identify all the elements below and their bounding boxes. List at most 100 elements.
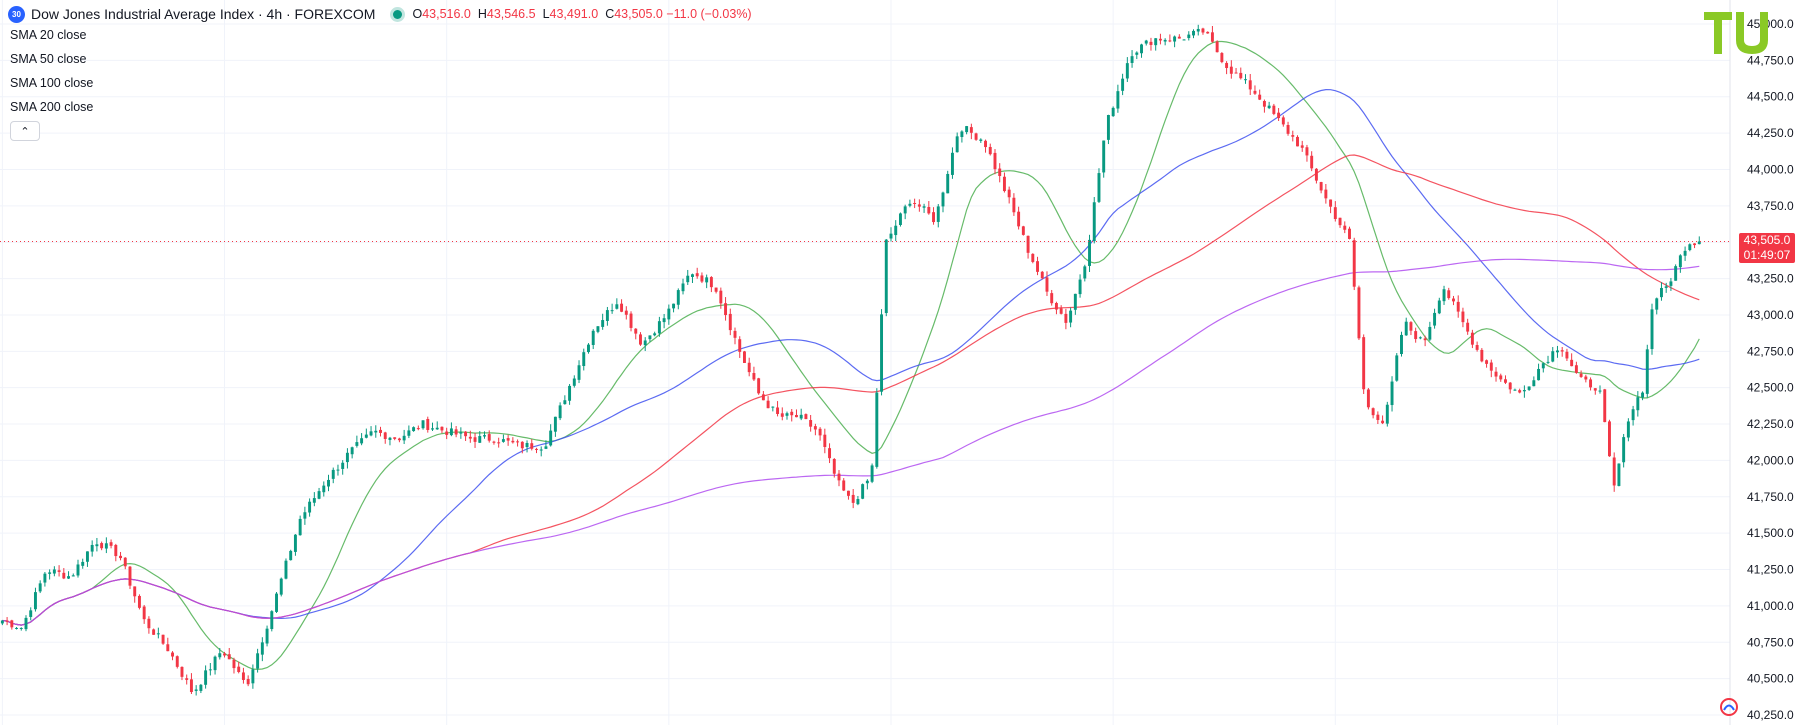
settings-gear-icon[interactable] — [1718, 696, 1740, 718]
candle-body — [119, 555, 122, 559]
sma-line-20 — [2, 40, 1700, 671]
candle-body — [1385, 404, 1389, 424]
price-tick-label: 41,000.0 — [1747, 599, 1794, 613]
candle-body — [700, 275, 704, 282]
candle-body — [1073, 293, 1077, 310]
candle-body — [95, 544, 99, 547]
candle-body — [984, 140, 987, 148]
candle-body — [913, 202, 917, 204]
candle-body — [1414, 331, 1418, 340]
candle-body — [185, 678, 189, 680]
candle-body — [1140, 44, 1143, 54]
candle-body — [743, 351, 746, 363]
candle-body — [1485, 360, 1489, 364]
candle-body — [1418, 337, 1422, 339]
candle-body — [1494, 371, 1498, 377]
candle-body — [705, 277, 709, 283]
candle-body — [241, 672, 245, 680]
candle-body — [0, 620, 4, 624]
candle-body — [738, 339, 742, 352]
candle-body — [761, 394, 765, 401]
candle-body — [33, 592, 37, 610]
candle-body — [719, 290, 723, 304]
candle-body — [1296, 136, 1299, 147]
candle-body — [1305, 147, 1309, 156]
candle-body — [279, 578, 283, 595]
candle-body — [497, 442, 501, 444]
candle-body — [218, 653, 222, 658]
last-price-value: 43,505.0 — [1743, 233, 1791, 247]
candle-body — [1031, 253, 1035, 262]
candle-body — [1177, 36, 1181, 39]
candle-body — [653, 333, 657, 336]
candle-body — [1149, 41, 1153, 45]
indicator-sma-200[interactable]: SMA 200 close — [10, 100, 94, 114]
candle-body — [412, 427, 416, 432]
indicator-sma-20[interactable]: SMA 20 close — [10, 28, 87, 42]
candle-body — [785, 413, 789, 416]
candle-body — [1461, 311, 1465, 323]
candle-body — [350, 447, 354, 455]
candle-body — [747, 362, 751, 373]
candle-body — [1002, 176, 1006, 192]
candle-body — [922, 206, 926, 208]
candle-body — [1281, 117, 1285, 125]
candle-body — [284, 560, 288, 579]
candle-body — [1593, 388, 1597, 391]
candle-body — [421, 420, 425, 429]
candle-body — [894, 225, 898, 236]
candle-body — [360, 438, 364, 444]
candle-body — [733, 330, 737, 338]
candle-body — [998, 168, 1002, 177]
candle-body — [620, 303, 624, 312]
candle-body — [1012, 197, 1016, 213]
candle-body — [445, 431, 449, 435]
candle-body — [587, 344, 590, 353]
sma-line-200 — [2, 258, 1700, 626]
candle-body — [766, 400, 770, 409]
candle-body — [435, 427, 439, 430]
candle-body — [624, 310, 628, 315]
candle-body — [1603, 389, 1607, 423]
price-tick-label: 44,500.0 — [1747, 90, 1794, 104]
symbol-title[interactable]: Dow Jones Industrial Average Index · 4h … — [31, 6, 376, 22]
candle-body — [341, 462, 345, 469]
candle-body — [147, 618, 151, 629]
symbol-badge[interactable]: 30 — [8, 5, 25, 23]
candle-body — [1220, 53, 1224, 63]
collapse-indicators-button[interactable]: ⌃ — [10, 121, 40, 141]
candle-body — [1319, 182, 1323, 191]
candle-body — [790, 411, 794, 416]
candle-body — [695, 273, 699, 277]
candle-body — [1574, 365, 1578, 373]
candle-body — [109, 542, 113, 546]
candle-body — [90, 544, 94, 552]
candle-body — [175, 656, 179, 667]
candle-body — [364, 434, 368, 438]
candle-body — [1537, 368, 1541, 381]
indicator-sma-50[interactable]: SMA 50 close — [10, 52, 87, 66]
candle-body — [1329, 199, 1333, 207]
indicator-sma-100[interactable]: SMA 100 close — [10, 76, 94, 90]
candle-body — [667, 308, 671, 320]
candle-body — [605, 310, 609, 321]
candle-body — [67, 576, 71, 579]
candle-body — [1641, 392, 1645, 398]
market-status-icon[interactable] — [393, 9, 403, 19]
price-tick-label: 45,000.0 — [1747, 17, 1794, 31]
candle-body — [246, 679, 250, 685]
candle-body — [1390, 381, 1394, 406]
candle-body — [1310, 155, 1314, 169]
candle-body — [1508, 382, 1512, 390]
candle-body — [501, 439, 505, 442]
candle-body — [1560, 350, 1564, 352]
candle-body — [1683, 250, 1687, 256]
candle-body — [487, 434, 491, 441]
candle-body — [156, 633, 160, 635]
candle-body — [1362, 337, 1366, 390]
price-tick-label: 41,250.0 — [1747, 563, 1794, 577]
candle-body — [979, 139, 983, 141]
candle-body — [672, 303, 676, 309]
candle-body — [85, 551, 89, 562]
